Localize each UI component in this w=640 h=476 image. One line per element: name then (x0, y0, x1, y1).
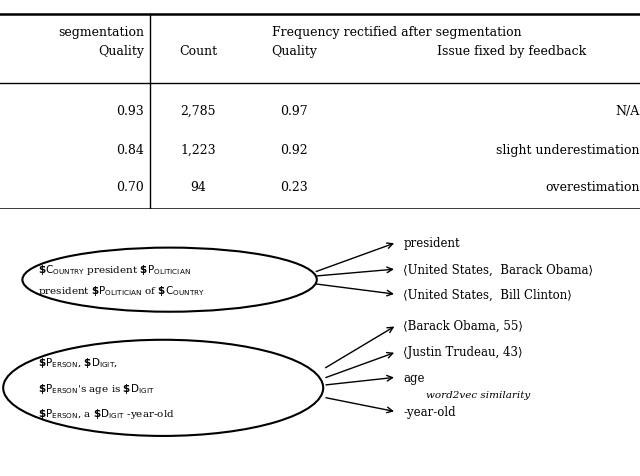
Text: Quality: Quality (271, 45, 317, 58)
Text: 0.97: 0.97 (280, 105, 308, 118)
Text: Frequency rectified after segmentation: Frequency rectified after segmentation (272, 26, 522, 39)
Text: -year-old: -year-old (403, 406, 456, 418)
Text: N/A: N/A (616, 105, 640, 118)
Text: ⟨Justin Trudeau, 43⟩: ⟨Justin Trudeau, 43⟩ (403, 346, 523, 358)
Text: Issue fixed by feedback: Issue fixed by feedback (437, 45, 587, 58)
Text: ⟨United States,  Barack Obama⟩: ⟨United States, Barack Obama⟩ (403, 263, 593, 276)
Text: ⟨Barack Obama, 55⟩: ⟨Barack Obama, 55⟩ (403, 319, 524, 332)
Text: overestimation: overestimation (545, 181, 640, 194)
Text: 0.84: 0.84 (116, 143, 144, 156)
Text: $\mathbf{\$}$$\mathrm{P}_{\mathrm{ERSON}}$, $\mathbf{\$}$$\mathrm{D}_{\mathrm{IG: $\mathbf{\$}$$\mathrm{P}_{\mathrm{ERSON}… (38, 356, 118, 370)
Text: ⟨United States,  Bill Clinton⟩: ⟨United States, Bill Clinton⟩ (403, 288, 572, 301)
Text: 1,223: 1,223 (180, 143, 216, 156)
Text: age: age (403, 371, 425, 384)
Text: 0.23: 0.23 (280, 181, 308, 194)
Text: 0.92: 0.92 (280, 143, 308, 156)
Text: Count: Count (179, 45, 218, 58)
Text: $\mathbf{\$}$$\mathrm{P}_{\mathrm{ERSON}}$, a $\mathbf{\$}$$\mathrm{D}_{\mathrm{: $\mathbf{\$}$$\mathrm{P}_{\mathrm{ERSON}… (38, 407, 175, 420)
Text: slight underestimation: slight underestimation (497, 143, 640, 156)
Text: 0.93: 0.93 (116, 105, 144, 118)
Text: $\mathbf{\$}$$\mathrm{C}_{\mathrm{OUNTRY}}$ president $\mathbf{\$}$$\mathrm{P}_{: $\mathbf{\$}$$\mathrm{C}_{\mathrm{OUNTRY… (38, 262, 191, 277)
Text: president: president (403, 236, 460, 249)
Text: president $\mathbf{\$}$$\mathrm{P}_{\mathrm{OLITICIAN}}$ of $\mathbf{\$}$$\mathr: president $\mathbf{\$}$$\mathrm{P}_{\mat… (38, 284, 205, 298)
Text: 94: 94 (191, 181, 206, 194)
Text: 2,785: 2,785 (180, 105, 216, 118)
Text: Quality: Quality (98, 45, 144, 58)
Text: word2vec similarity: word2vec similarity (426, 390, 530, 399)
Text: segmentation: segmentation (58, 26, 144, 39)
Text: 0.70: 0.70 (116, 181, 144, 194)
Text: $\mathbf{\$}$$\mathrm{P}_{\mathrm{ERSON}}$'s age is $\mathbf{\$}$$\mathrm{D}_{\m: $\mathbf{\$}$$\mathrm{P}_{\mathrm{ERSON}… (38, 381, 155, 395)
